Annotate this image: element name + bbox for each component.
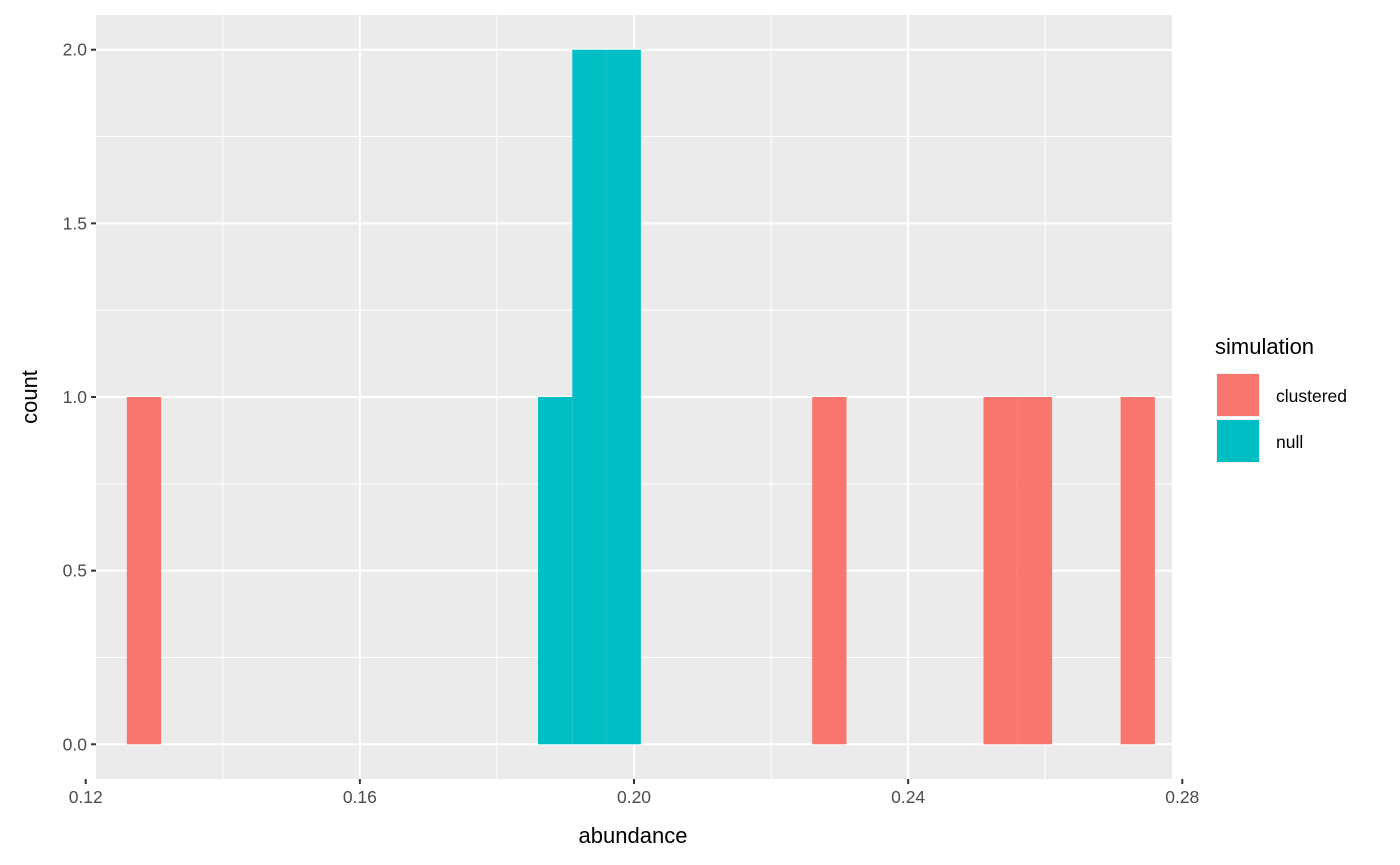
x-axis-title: abundance <box>579 823 688 848</box>
x-tick-label: 0.28 <box>1165 787 1199 807</box>
bar-null <box>606 49 641 745</box>
x-tick-label: 0.20 <box>617 787 651 807</box>
y-tick-label: 1.5 <box>63 213 87 233</box>
y-axis-title: count <box>17 370 42 424</box>
legend-title: simulation <box>1215 334 1314 359</box>
y-tick-label: 1.0 <box>63 387 88 407</box>
bar-clustered <box>983 397 1018 745</box>
x-tick-label: 0.12 <box>69 787 103 807</box>
histogram-bars <box>126 49 1155 745</box>
legend-label-null: null <box>1276 432 1303 452</box>
y-tick-label: 0.5 <box>63 561 87 581</box>
legend-key-swatch-clustered <box>1217 374 1259 416</box>
bar-clustered <box>126 397 162 745</box>
bar-clustered <box>812 397 847 745</box>
bar-clustered <box>1017 397 1053 745</box>
bar-clustered <box>1120 397 1155 745</box>
legend-items: clustered null <box>1216 373 1347 463</box>
x-axis: 0.12 0.16 0.20 0.24 0.28 <box>69 779 1199 807</box>
x-tick-label: 0.16 <box>343 787 377 807</box>
bar-null <box>572 49 607 745</box>
y-tick-label: 2.0 <box>63 40 88 60</box>
legend-key-swatch-null <box>1217 420 1259 462</box>
legend: simulation clustered null <box>1215 334 1347 463</box>
bar-null <box>538 397 573 745</box>
y-tick-label: 0.0 <box>63 734 88 754</box>
x-tick-label: 0.24 <box>891 787 925 807</box>
legend-label-clustered: clustered <box>1276 386 1347 406</box>
y-axis: 0.0 0.5 1.0 1.5 2.0 <box>63 40 96 754</box>
